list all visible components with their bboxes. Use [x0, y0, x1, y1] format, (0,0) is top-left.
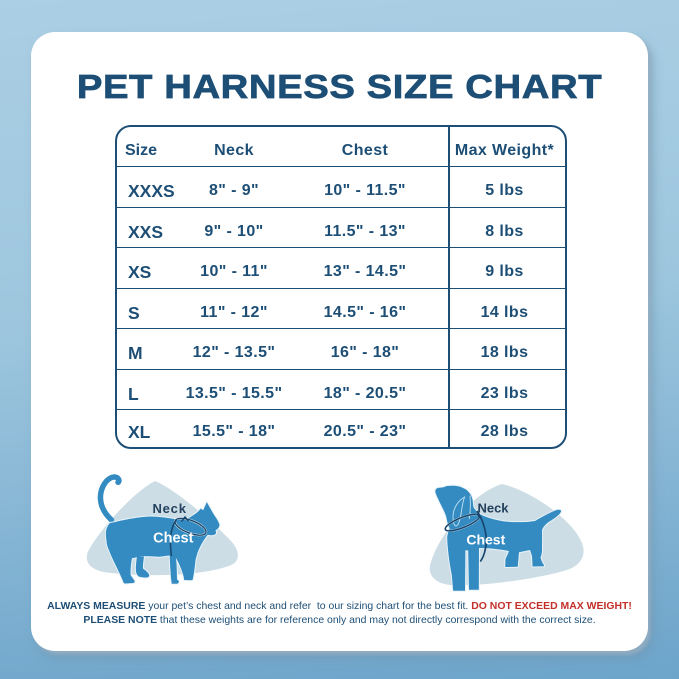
svg-text:Neck: Neck	[477, 501, 509, 516]
svg-text:Neck: Neck	[152, 501, 186, 516]
svg-text:Chest: Chest	[153, 531, 193, 547]
svg-text:Chest: Chest	[466, 532, 505, 548]
